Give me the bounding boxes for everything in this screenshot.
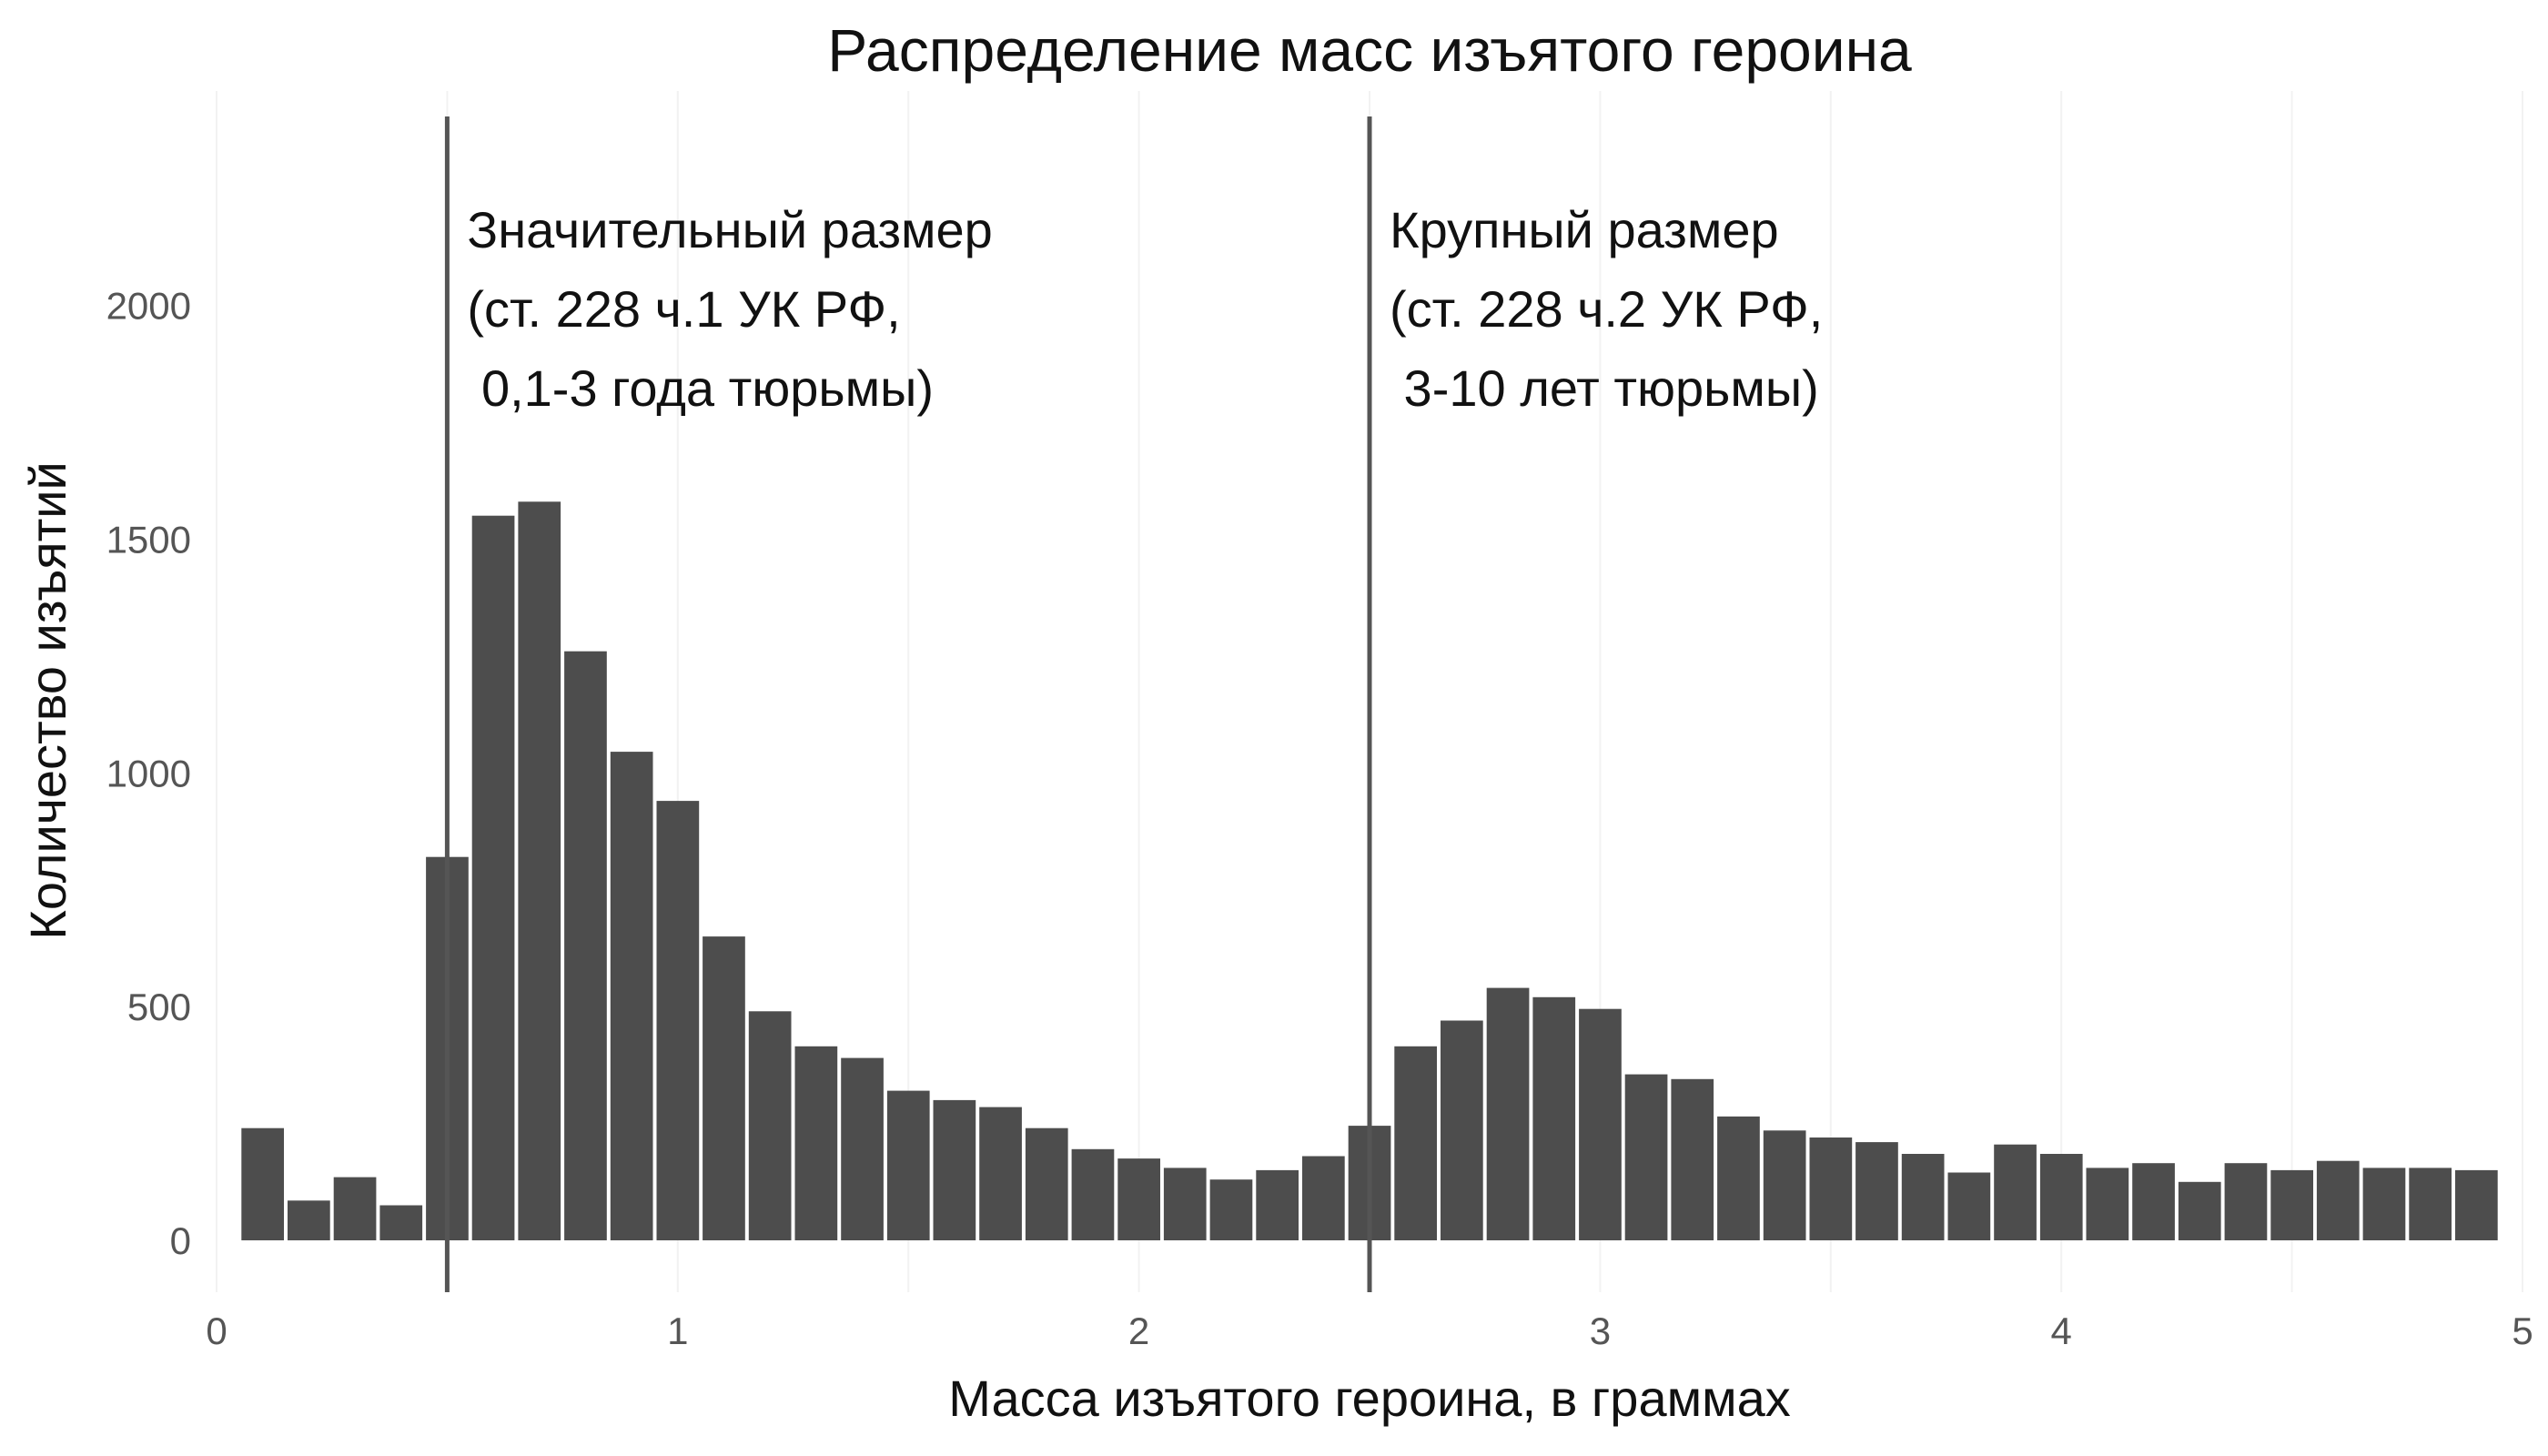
bar — [1994, 1144, 2037, 1240]
bar — [656, 801, 700, 1240]
bar — [1071, 1148, 1115, 1240]
tick-labels: 0 1 2 3 4 5 0 500 1000 1500 2000 — [106, 285, 2533, 1353]
bar — [333, 1177, 377, 1240]
bar — [1532, 996, 1576, 1240]
bar — [2039, 1154, 2083, 1240]
bar — [241, 1127, 284, 1240]
bar — [1486, 987, 1530, 1240]
bar — [933, 1099, 976, 1240]
reference-annotation-line: 3-10 лет тюрьмы) — [1390, 359, 1819, 417]
bar — [1717, 1116, 1760, 1240]
reference-annotation-line: Значительный размер — [467, 201, 992, 258]
x-tick-label: 5 — [2512, 1309, 2533, 1352]
bar — [1579, 1008, 1622, 1240]
bar — [2409, 1168, 2452, 1240]
bar — [1025, 1127, 1068, 1240]
bar — [1671, 1078, 1714, 1240]
bar — [288, 1200, 330, 1240]
reference-lines: Значительный размер (ст. 228 ч.1 УК РФ, 0… — [444, 116, 1823, 1292]
bar — [1901, 1154, 1945, 1240]
bar — [1209, 1179, 1253, 1240]
bar — [1302, 1156, 1345, 1240]
x-tick-label: 1 — [667, 1309, 688, 1352]
y-axis-title: Количество изъятий — [19, 461, 76, 940]
bar — [2086, 1168, 2129, 1240]
x-tick-label: 0 — [206, 1309, 227, 1352]
bar — [2178, 1181, 2221, 1240]
bar — [1117, 1158, 1160, 1240]
reference-annotation-line: Крупный размер — [1390, 201, 1779, 258]
y-tick-label: 2000 — [106, 285, 191, 328]
bar — [1855, 1142, 1898, 1240]
y-tick-label: 1000 — [106, 752, 191, 794]
bar — [794, 1046, 838, 1240]
reference-annotation-line: 0,1-3 года тюрьмы) — [467, 359, 934, 417]
bars — [241, 501, 2498, 1240]
bar — [2132, 1163, 2175, 1240]
x-tick-label: 2 — [1128, 1309, 1149, 1352]
bar — [2224, 1163, 2268, 1240]
bar — [1256, 1169, 1299, 1240]
bar — [886, 1090, 930, 1240]
bar — [748, 1011, 792, 1240]
bar — [471, 515, 515, 1240]
bar — [1441, 1020, 1483, 1240]
bar — [1763, 1130, 1806, 1240]
bar — [379, 1205, 423, 1240]
bar — [1394, 1046, 1437, 1240]
bar — [518, 501, 561, 1240]
bar — [610, 752, 653, 1240]
x-tick-label: 4 — [2051, 1309, 2072, 1352]
chart-title: Распределение масс изъятого героина — [827, 16, 1912, 84]
bar — [979, 1107, 1022, 1240]
x-tick-label: 3 — [1590, 1309, 1611, 1352]
bar — [2362, 1168, 2406, 1240]
reference-annotation-line: (ст. 228 ч.2 УК РФ, — [1390, 280, 1823, 338]
bar — [2270, 1169, 2313, 1240]
y-tick-label: 1500 — [106, 518, 191, 561]
bar — [1624, 1074, 1668, 1240]
bar — [1809, 1138, 1853, 1240]
bar — [703, 936, 745, 1240]
x-axis-title: Масса изъятого героина, в граммах — [948, 1370, 1791, 1427]
bar — [564, 651, 607, 1240]
bar — [2316, 1160, 2360, 1240]
bar — [841, 1057, 884, 1240]
bar — [1947, 1172, 1991, 1240]
reference-annotation-line: (ст. 228 ч.1 УК РФ, — [467, 280, 900, 338]
y-tick-label: 0 — [170, 1219, 191, 1262]
y-tick-label: 500 — [127, 986, 191, 1028]
bar — [1163, 1168, 1207, 1240]
bar — [2455, 1169, 2498, 1240]
